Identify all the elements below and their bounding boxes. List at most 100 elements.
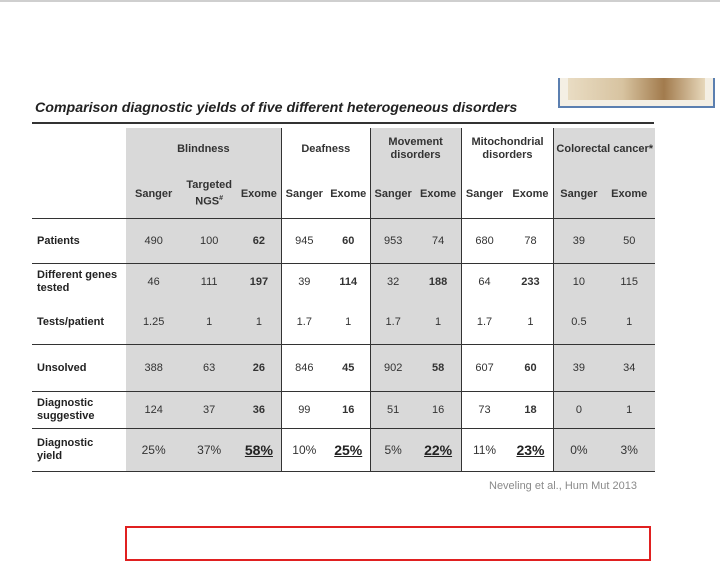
table-cell: 74 xyxy=(415,218,462,264)
slide-top-rule xyxy=(0,0,720,2)
table-cell: 1.7 xyxy=(369,300,416,345)
method-header: Sanger xyxy=(460,170,508,219)
table-cell: 111 xyxy=(181,263,237,300)
row-label: Unsolved xyxy=(32,344,126,392)
table-cell: 78 xyxy=(507,218,554,264)
method-header: Sanger xyxy=(125,170,182,219)
table-cell: 10 xyxy=(553,263,604,300)
corner-photo xyxy=(558,78,715,108)
table-cell: 60 xyxy=(326,218,371,264)
table-cell: 39 xyxy=(280,263,327,300)
table-cell: 1 xyxy=(603,300,655,345)
group-mitochondrial: Mitochondrial disorders xyxy=(460,128,554,170)
table-cell: 5% xyxy=(369,428,416,472)
row-label: Tests/patient xyxy=(32,300,126,345)
group-blindness: Blindness xyxy=(125,128,282,170)
table-cell: 945 xyxy=(280,218,327,264)
method-header-row: Sanger Targeted NGS# Exome Sanger Exome S… xyxy=(32,170,655,219)
table-row: Unsolved 388 63 26 846 45 902 58 607 60 … xyxy=(32,344,655,392)
diagnostic-yield-table: Blindness Deafness Movement disorders Mit… xyxy=(32,128,655,472)
table-cell: 58% xyxy=(236,428,282,472)
table-cell: 188 xyxy=(415,263,462,300)
group-deafness: Deafness xyxy=(280,128,371,170)
table-cell: 1.25 xyxy=(125,300,182,345)
table-cell: 37 xyxy=(181,391,237,429)
table-row: Different genes tested 46 111 197 39 114 … xyxy=(32,263,655,300)
group-colorectal: Colorectal cancer* xyxy=(553,128,655,170)
yield-highlight-box xyxy=(125,526,651,561)
citation: Neveling et al., Hum Mut 2013 xyxy=(489,480,637,492)
table-cell: 1 xyxy=(181,300,237,345)
table-cell: 34 xyxy=(603,344,655,392)
method-header: Exome xyxy=(415,170,462,219)
table-title: Comparison diagnostic yields of five dif… xyxy=(35,100,518,116)
table-cell: 1 xyxy=(326,300,371,345)
method-header: Sanger xyxy=(280,170,327,219)
title-rule xyxy=(32,122,654,124)
table-cell: 124 xyxy=(125,391,182,429)
table-row: Tests/patient 1.25 1 1 1.7 1 1.7 1 1.7 1… xyxy=(32,300,655,345)
table-cell: 39 xyxy=(553,344,604,392)
table-cell: 490 xyxy=(125,218,182,264)
table-cell: 607 xyxy=(460,344,508,392)
table-cell: 37% xyxy=(181,428,237,472)
table-cell: 39 xyxy=(553,218,604,264)
table-cell: 1 xyxy=(236,300,282,345)
table-cell: 58 xyxy=(415,344,462,392)
table-cell: 115 xyxy=(603,263,655,300)
table-cell: 25% xyxy=(326,428,371,472)
table-cell: 22% xyxy=(415,428,462,472)
table-cell: 73 xyxy=(460,391,508,429)
corner-cell xyxy=(32,128,126,170)
method-header: Exome xyxy=(507,170,554,219)
table-cell: 114 xyxy=(339,275,358,288)
row-label: Patients xyxy=(32,218,126,264)
table-cell: 99 xyxy=(280,391,327,429)
method-header: Exome xyxy=(236,170,282,219)
table-cell: 1 xyxy=(603,391,655,429)
comparison-table-figure: Comparison diagnostic yields of five dif… xyxy=(32,98,656,561)
row-label: Diagnostic yield xyxy=(32,428,126,472)
table-cell: 11% xyxy=(460,428,508,472)
table-cell: 0.5 xyxy=(553,300,604,345)
photo-image xyxy=(568,78,705,100)
table-cell: 10% xyxy=(280,428,327,472)
table-cell: 1.7 xyxy=(460,300,508,345)
table-cell: 1 xyxy=(507,300,554,345)
table-cell: 23% xyxy=(507,428,554,472)
table-cell: 18 xyxy=(507,391,554,429)
table-cell: 26 xyxy=(236,344,282,392)
diagnostic-yield-row: Diagnostic yield 25% 37% 58% 10% 25% 5% 2… xyxy=(32,428,655,472)
table-cell: 846 xyxy=(280,344,327,392)
method-header: Exome xyxy=(326,170,371,219)
group-movement: Movement disorders xyxy=(369,128,462,170)
table-cell: 45 xyxy=(326,344,371,392)
group-header-row: Blindness Deafness Movement disorders Mit… xyxy=(32,128,655,170)
table-cell: 16 xyxy=(326,391,371,429)
table-cell: 953 xyxy=(369,218,416,264)
table-cell: 64 xyxy=(460,263,508,300)
table-cell: 0 xyxy=(553,391,604,429)
row-label: Different genes tested xyxy=(37,269,118,294)
table-cell: 62 xyxy=(236,218,282,264)
table-cell: 388 xyxy=(125,344,182,392)
method-header: Sanger xyxy=(553,170,604,219)
table-cell: 51 xyxy=(369,391,416,429)
table-cell: 16 xyxy=(415,391,462,429)
table-row: Diagnostic suggestive 124 37 36 99 16 51 … xyxy=(32,391,655,429)
table-cell: 100 xyxy=(181,218,237,264)
table-cell: 0% xyxy=(553,428,604,472)
table-cell: 46 xyxy=(125,263,182,300)
table-row: Patients 490 100 62 945 60 953 74 680 78… xyxy=(32,218,655,264)
table-cell: 233 xyxy=(521,275,540,288)
corner-cell xyxy=(32,170,126,219)
method-header: Targeted NGS# xyxy=(181,170,237,219)
table-cell: 902 xyxy=(369,344,416,392)
table-cell: 197 xyxy=(236,263,282,300)
table-cell: 63 xyxy=(181,344,237,392)
table-cell: 25% xyxy=(125,428,182,472)
method-header: Sanger xyxy=(369,170,416,219)
table-cell: 50 xyxy=(603,218,655,264)
method-header: Exome xyxy=(603,170,655,219)
table-cell: 36 xyxy=(236,391,282,429)
